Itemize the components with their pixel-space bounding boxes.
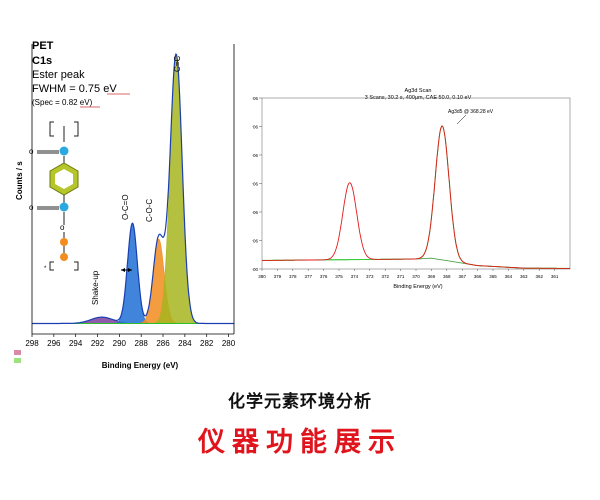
ag3d-x-tick-label: 366 — [474, 274, 482, 279]
c1s-x-tick-label: 280 — [222, 339, 236, 348]
ag3d-y-tick-label: 4.00E+06 — [252, 153, 258, 158]
pet-molecule-diagram: o o o * — [29, 121, 79, 272]
ag3d-x-tick-label: 377 — [304, 274, 312, 279]
ag3d-x-tick-label: 375 — [335, 274, 343, 279]
svg-text:o: o — [60, 223, 65, 232]
c1s-x-tick-label: 292 — [91, 339, 105, 348]
svg-text:o: o — [29, 147, 34, 156]
ag3d-x-tick-label: 362 — [535, 274, 543, 279]
c1s-x-tick-label: 282 — [200, 339, 214, 348]
c1s-x-axis-label: Binding Energy (eV) — [102, 361, 179, 370]
ag3d-spectrum-line — [262, 125, 570, 269]
caption-subtitle: 化学元素环境分析 — [228, 392, 372, 412]
ag3d-header-line-1: Ag3d Scan — [405, 88, 432, 94]
svg-text:*: * — [44, 266, 47, 272]
peak-label-o-c-o: O-C=O — [121, 194, 130, 220]
c1s-chart-panel: PET C1s Ester peak FWHM = 0.75 eV (Spec … — [12, 30, 242, 375]
ag3d-frame — [261, 97, 571, 270]
legend-swatch — [14, 350, 21, 355]
fwhm-annotation: FWHM = 0.75 eV — [32, 83, 117, 95]
peak-label-shake-up: Shake-up — [91, 270, 100, 305]
ag3d-y-tick-label: 0.00E+00 — [252, 267, 258, 272]
ag3d-x-tick-label: 365 — [489, 274, 497, 279]
peak-fill-o-c-o — [32, 222, 234, 324]
ag3d-x-tick-label: 368 — [443, 274, 451, 279]
envelope-curve — [32, 53, 234, 325]
c1s-x-tick-label: 294 — [69, 339, 83, 348]
ag3d-y-tick-label: 6.00E+06 — [252, 96, 258, 101]
ag3d-x-tick-label: 371 — [397, 274, 405, 279]
ag3d-y-tick-label: 3.00E+06 — [252, 182, 258, 187]
ag3d-x-tick-label: 378 — [289, 274, 297, 279]
c1s-x-tick-label: 284 — [178, 339, 192, 348]
chart-title-line-1: PET — [32, 40, 54, 52]
c1s-x-tick-label: 290 — [113, 339, 127, 348]
chart-title-line-3: Ester peak — [32, 69, 85, 81]
ag3d-x-tick-label: 372 — [381, 274, 389, 279]
caption-title: 仪器功能展示 — [198, 427, 402, 458]
ag3d-y-tick-label: 2.00E+06 — [252, 210, 258, 215]
ag3d-x-tick-label: 369 — [428, 274, 436, 279]
ag3d-y-tick-label: 1.00E+06 — [252, 239, 258, 244]
ag3d-plot-area: 0.00E+00 1.00E+06 2.00E+06 3.00E+06 4.00E+06… — [239, 96, 571, 279]
c1s-spectrum-chart: PET C1s Ester peak FWHM = 0.75 eV (Spec … — [14, 40, 236, 370]
ag3d-spectrum-chart: Ag3d Scan 3 Scans, 30.2 s, 400µm, CAE 50… — [239, 88, 571, 290]
c1s-x-tick-label: 296 — [47, 339, 61, 348]
peak-label-c-o-c: C-O-C — [145, 199, 154, 222]
spec-annotation: (Spec = 0.82 eV) — [32, 98, 93, 107]
ag3d-x-tick-label: 361 — [551, 274, 559, 279]
ag3d-x-tick-label: 370 — [412, 274, 420, 279]
peak-label-c-c: C=C — [173, 56, 182, 72]
ag3d-x-tick-label: 363 — [520, 274, 528, 279]
ag3d-y-tick-label: 5.00E+06 — [252, 125, 258, 130]
c1s-y-axis-label: Counts / s — [15, 161, 24, 200]
chart-title-line-2: C1s — [32, 55, 52, 67]
ag3d-x-tick-label: 364 — [505, 274, 513, 279]
ag3d-fit-curve — [262, 125, 570, 269]
ag3d-peak-leader — [456, 114, 467, 125]
legend-swatch — [14, 358, 21, 363]
ag3d-x-tick-label: 376 — [320, 274, 328, 279]
ag3d-x-tick-label: 374 — [351, 274, 359, 279]
ag3d-x-tick-label: 380 — [258, 274, 266, 279]
ag3d-x-tick-label: 373 — [366, 274, 374, 279]
ag3d-x-tick-label: 367 — [458, 274, 466, 279]
ag3d-x-tick-label: 379 — [274, 274, 282, 279]
fwhm-arrow — [121, 268, 132, 272]
svg-text:o: o — [29, 203, 34, 212]
c1s-x-tick-label: 298 — [25, 339, 39, 348]
c1s-x-tick-label: 286 — [156, 339, 170, 348]
c1s-plot-area: 298 296 294 292 290 288 286 284 282 280 — [14, 44, 236, 363]
c1s-x-tick-label: 288 — [135, 339, 149, 348]
ag3d-peak-annotation: Ag3d5 @ 368.28 eV — [448, 109, 494, 115]
ag3d-chart-panel: Ag3d Scan 3 Scans, 30.2 s, 400µm, CAE 50… — [239, 84, 578, 296]
ag3d-x-axis-label: Binding Energy (eV) — [393, 284, 442, 290]
